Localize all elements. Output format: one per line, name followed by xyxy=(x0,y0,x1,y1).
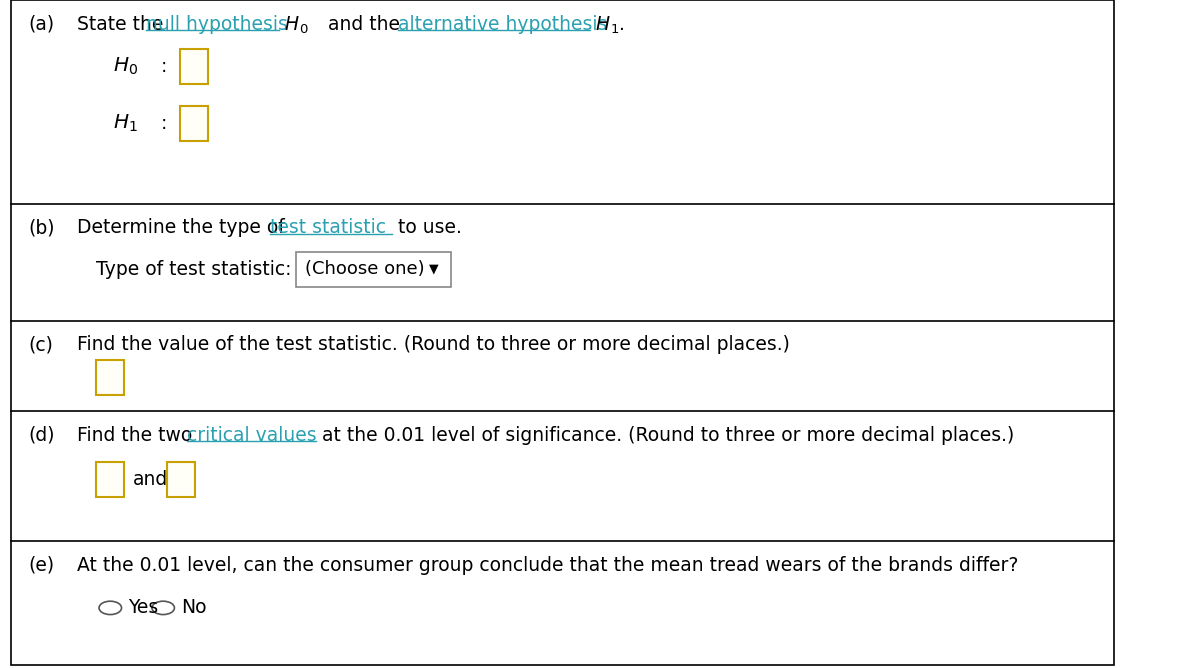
Text: Find the value of the test statistic. (Round to three or more decimal places.): Find the value of the test statistic. (R… xyxy=(77,335,790,354)
Text: at the 0.01 level of significance. (Round to three or more decimal places.): at the 0.01 level of significance. (Roun… xyxy=(317,426,1014,444)
Text: Type of test statistic:: Type of test statistic: xyxy=(96,260,292,279)
Text: and: and xyxy=(133,470,168,489)
FancyBboxPatch shape xyxy=(180,49,208,84)
Text: $H_0$: $H_0$ xyxy=(113,56,138,77)
Text: :: : xyxy=(161,114,167,133)
Text: critical values: critical values xyxy=(187,426,317,444)
Text: (b): (b) xyxy=(28,218,55,237)
FancyBboxPatch shape xyxy=(180,106,208,141)
Text: $H_0$: $H_0$ xyxy=(280,15,308,36)
Text: alternative hypothesis: alternative hypothesis xyxy=(398,15,607,33)
Text: (a): (a) xyxy=(28,15,54,33)
Text: null hypothesis: null hypothesis xyxy=(146,15,288,33)
FancyBboxPatch shape xyxy=(167,462,194,497)
Text: No: No xyxy=(181,599,206,617)
Text: Find the two: Find the two xyxy=(77,426,198,444)
FancyBboxPatch shape xyxy=(11,0,1114,665)
Text: to use.: to use. xyxy=(391,218,462,237)
Text: $H_1$: $H_1$ xyxy=(113,113,137,134)
Text: Yes: Yes xyxy=(128,599,158,617)
Text: (d): (d) xyxy=(28,426,55,444)
Text: ▼: ▼ xyxy=(428,262,438,275)
Text: State the: State the xyxy=(77,15,169,33)
FancyBboxPatch shape xyxy=(96,462,124,497)
Text: :: : xyxy=(161,57,167,76)
Text: $H_1$.: $H_1$. xyxy=(589,15,624,36)
Text: (c): (c) xyxy=(28,335,53,354)
Text: Determine the type of: Determine the type of xyxy=(77,218,290,237)
FancyBboxPatch shape xyxy=(96,360,124,395)
Text: (Choose one): (Choose one) xyxy=(305,261,425,278)
Text: (e): (e) xyxy=(28,556,54,574)
Text: test statistic: test statistic xyxy=(270,218,386,237)
Text: At the 0.01 level, can the consumer group conclude that the mean tread wears of : At the 0.01 level, can the consumer grou… xyxy=(77,556,1018,574)
Text: and the: and the xyxy=(322,15,406,33)
FancyBboxPatch shape xyxy=(296,252,451,287)
